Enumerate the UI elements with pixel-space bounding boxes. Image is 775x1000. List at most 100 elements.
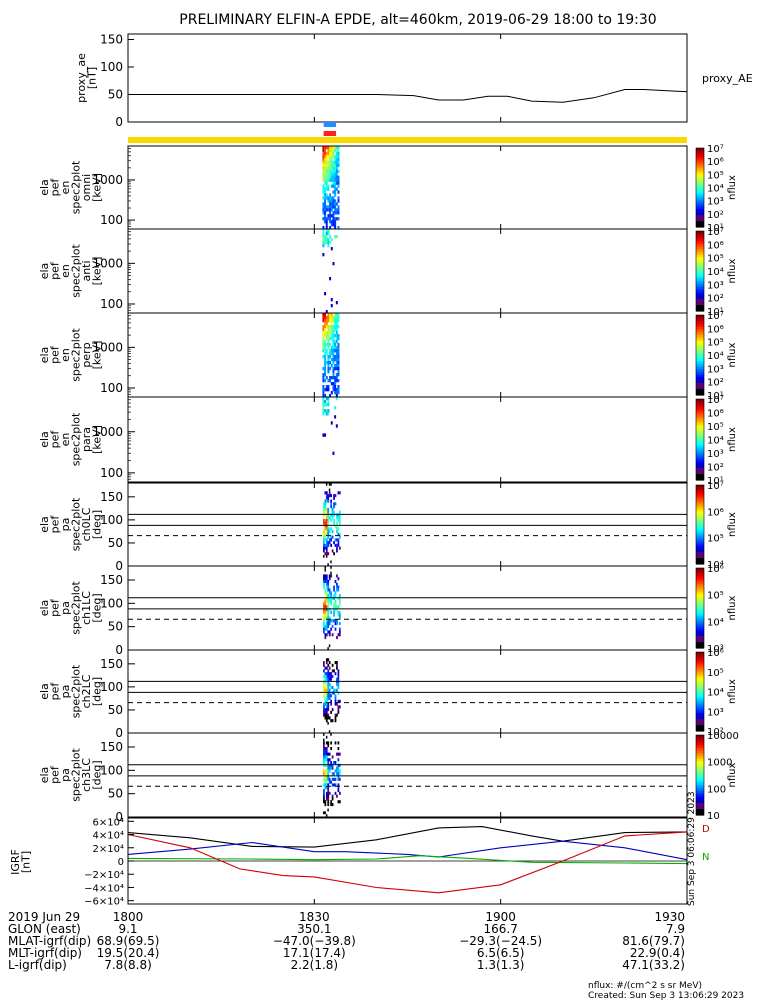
energy-panel-omni-cell	[332, 220, 335, 224]
ephemeris-cell: 81.6(79.7)	[622, 934, 685, 948]
pa-panel-ch3LC-cell	[331, 797, 334, 801]
pa-panel-ch0LC-cell	[336, 524, 338, 528]
pa-panel-ch0LC-colorbar-cell	[696, 532, 704, 535]
pa-panel-ch2LC-cell	[336, 666, 338, 670]
pa-panel-ch1LC-colorbar-cell	[696, 626, 704, 629]
pa-panel-ch3LC-colorbar-cell	[696, 783, 704, 786]
pa-panel-ch1LC-cell	[325, 582, 328, 586]
pa-panel-ch3LC-cell	[323, 763, 325, 767]
energy-panel-omni-cell	[335, 154, 338, 159]
energy-panel-perp-cell	[332, 328, 335, 332]
pa-panel-ch1LC-colorbar-cell	[696, 634, 704, 637]
pa-panel-ch0LC-cell	[324, 518, 327, 523]
energy-panel-omni-cell	[324, 211, 327, 215]
energy-panel-omni-cell	[337, 151, 340, 156]
energy-panel-para-cell	[324, 403, 327, 407]
pa-panel-ch2LC-cell	[336, 713, 338, 717]
pa-panel-ch2LC-cell	[327, 658, 330, 662]
energy-panel-perp-cell	[335, 316, 338, 320]
energy-panel-para-colorbar-cell	[696, 459, 704, 463]
pa-panel-ch0LC-cell	[324, 543, 327, 547]
pa-panel-ch1LC-colorbar-cell	[696, 578, 704, 581]
energy-panel-para-colorbar-cell	[696, 451, 704, 455]
pa-panel-ch1LC-colorbar-cell	[696, 608, 704, 611]
pa-panel-ch0LC-cell	[328, 541, 331, 545]
energy-panel-anti-ylabel-line: anti	[80, 260, 93, 281]
pa-panel-ch0LC-cell	[325, 513, 328, 517]
pa-panel-ch0LC-cell	[325, 510, 328, 514]
pa-panel-ch3LC-cell	[323, 755, 325, 759]
pa-panel-ch2LC-cell	[327, 677, 330, 681]
pa-panel-ch1LC-colorbar-cell	[696, 604, 704, 607]
energy-panel-anti-cell	[327, 238, 330, 242]
pa-panel-ch3LC-colorbar-cell	[696, 761, 704, 764]
pa-panel-ch0LC-cell	[323, 518, 325, 523]
energy-panel-anti-colorbar-cell	[696, 273, 704, 276]
energy-panel-perp-cell	[329, 313, 332, 317]
energy-panel-anti-cell	[329, 277, 332, 281]
pa-panel-ch1LC-ylabel-line: pa	[59, 601, 72, 615]
pa-panel-ch2LC-colorbar-cell	[696, 717, 704, 720]
energy-panel-perp-cell	[334, 346, 337, 350]
pa-panel-ch2LC-colorbar-cell	[696, 691, 704, 695]
pa-panel-ch3LC-ylabel-line: [deg]	[90, 760, 103, 789]
energy-panel-anti-colorbar-cell	[696, 307, 704, 310]
energy-panel-omni-cell	[322, 154, 325, 159]
ephemeris-cell: 1930	[654, 910, 685, 924]
pa-panel-ch3LC-cell	[325, 786, 328, 790]
pa-panel-ch1LC-colorbar-frame	[695, 567, 705, 649]
energy-panel-perp-cell	[332, 337, 335, 341]
energy-panel-omni-cell	[335, 163, 338, 168]
energy-panel-perp-cell	[325, 361, 328, 365]
energy-panel-omni-cell	[324, 154, 327, 159]
energy-panel-omni-cell	[334, 181, 337, 185]
pa-panel-ch0LC-cell	[338, 518, 341, 523]
pa-panel-ch1LC-ytick-label: 150	[100, 573, 123, 587]
pa-panel-ch0LC-cell	[324, 513, 327, 517]
energy-panel-perp-cell	[334, 340, 337, 344]
pa-panel-ch3LC-cell	[323, 772, 325, 776]
energy-panel-omni-colorbar-frame	[695, 147, 705, 228]
pa-panel-ch3LC-ytick-label: 50	[108, 787, 123, 801]
energy-panel-perp-cell	[329, 316, 332, 320]
pa-panel-ch3LC-cell	[331, 803, 334, 807]
energy-panel-omni-cell	[335, 202, 338, 206]
pa-panel-ch1LC-cell	[336, 622, 338, 626]
pa-panel-ch3LC-cell	[338, 752, 341, 756]
energy-panel-anti-cell	[334, 235, 337, 239]
igrf-ytick-label: 2×10⁴	[93, 844, 124, 855]
energy-panel-omni-cell	[337, 211, 340, 215]
pa-panel-ch1LC-cell	[334, 622, 337, 626]
pa-panel-ch3LC-ylabel-line: spec2plot	[69, 748, 82, 802]
energy-panel-perp-cell	[337, 319, 340, 323]
energy-panel-omni-cell	[334, 205, 337, 209]
pa-panel-ch0LC-cell	[325, 552, 328, 556]
energy-panel-anti-colorbar-cell	[696, 285, 704, 288]
energy-panel-omni-colorbar-cell	[696, 219, 704, 222]
energy-panel-omni-cell	[334, 220, 337, 224]
energy-panel-perp-cell	[337, 337, 340, 341]
energy-panel-anti-colorbar-cell	[696, 299, 704, 302]
energy-panel-omni-cell	[334, 184, 337, 188]
pa-panel-ch2LC-cell	[325, 694, 328, 698]
energy-panel-perp-cell	[337, 343, 340, 347]
pa-panel-ch3LC-cell	[327, 789, 330, 793]
units-footnote: nflux: #/(cm^2 s sr MeV)	[588, 981, 702, 991]
energy-panel-omni-colorbar-cell	[696, 195, 704, 198]
energy-panel-perp-cell	[337, 379, 340, 383]
energy-panel-perp-cell	[337, 370, 340, 374]
pa-panel-ch3LC-cell	[323, 811, 325, 815]
energy-panel-perp-cell	[329, 343, 332, 347]
pa-panel-ch3LC-cell	[325, 794, 328, 798]
energy-panel-omni-colorbar-cell	[696, 209, 704, 212]
pa-panel-ch1LC-cell	[324, 610, 327, 614]
energy-panel-omni-cell	[329, 175, 332, 179]
energy-panel-omni-cell	[325, 205, 328, 209]
energy-panel-perp-cell	[324, 370, 327, 374]
pa-panel-ch3LC-colorbar-cell	[696, 781, 704, 784]
pa-panel-ch2LC-cell	[323, 685, 325, 690]
energy-panel-anti-colorbar-cell	[696, 291, 704, 294]
energy-panel-perp-cell	[322, 319, 325, 323]
energy-panel-perp-cell	[329, 394, 332, 398]
pa-panel-ch2LC-cell	[333, 691, 335, 695]
